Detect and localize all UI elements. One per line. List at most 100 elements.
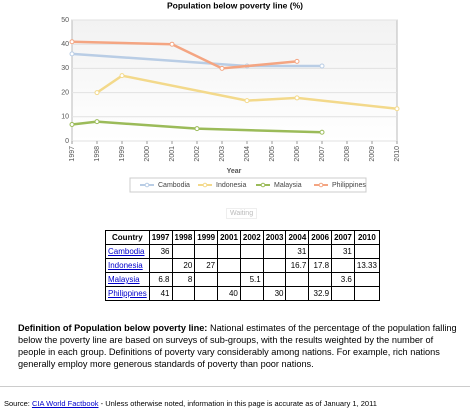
country-link[interactable]: Philippines bbox=[105, 286, 150, 301]
table-cell: 5.1 bbox=[239, 272, 264, 287]
empty-cell bbox=[171, 244, 196, 259]
empty-cell bbox=[194, 286, 219, 301]
point bbox=[294, 58, 300, 64]
table-cell: 41 bbox=[148, 286, 173, 301]
empty-cell bbox=[194, 244, 219, 259]
empty-cell bbox=[331, 286, 355, 301]
header-cell: 2003 bbox=[262, 230, 287, 245]
empty-cell bbox=[239, 244, 264, 259]
y-tick-label: 30 bbox=[61, 65, 69, 72]
legend bbox=[129, 177, 367, 193]
x-tick-label: 2004 bbox=[244, 146, 251, 162]
point bbox=[194, 126, 200, 132]
header-cell: 2002 bbox=[239, 230, 264, 245]
legend-label: Philippines bbox=[332, 182, 366, 189]
x-tick-label: 2001 bbox=[169, 146, 176, 162]
empty-cell bbox=[239, 286, 264, 301]
empty-cell bbox=[148, 258, 173, 273]
table-cell: 32.9 bbox=[308, 286, 333, 301]
source-link[interactable]: CIA World Factbook bbox=[31, 399, 99, 408]
x-tick-label: 2003 bbox=[219, 146, 226, 162]
empty-cell bbox=[353, 272, 380, 287]
table-cell: 13.33 bbox=[353, 258, 380, 273]
empty-cell bbox=[171, 286, 196, 301]
y-tick-label: 40 bbox=[61, 41, 69, 48]
empty-cell bbox=[262, 272, 287, 287]
x-tick-label: 2008 bbox=[344, 146, 351, 162]
point bbox=[69, 51, 75, 57]
point bbox=[319, 129, 325, 135]
point bbox=[219, 65, 225, 71]
definition: Definition of Population below poverty l… bbox=[18, 322, 458, 370]
country-link[interactable]: Malaysia bbox=[105, 272, 150, 287]
header-row: Country 1997 1998 1999 2001 2002 2003 2004 2006 2… bbox=[105, 230, 380, 245]
point bbox=[69, 122, 75, 128]
source-label: Source: bbox=[4, 399, 30, 408]
empty-cell bbox=[285, 286, 310, 301]
table-cell: 27 bbox=[194, 258, 219, 273]
y-tick-label: 10 bbox=[61, 114, 69, 121]
legend-marker bbox=[202, 182, 208, 188]
empty-cell bbox=[285, 272, 310, 287]
table-cell: 31 bbox=[331, 244, 355, 259]
header-cell: 2007 bbox=[331, 230, 355, 245]
header-cell: Country bbox=[105, 230, 150, 245]
legend-label: Indonesia bbox=[216, 182, 246, 189]
point bbox=[69, 39, 75, 45]
series-line bbox=[71, 40, 298, 70]
x-axis-title: Year bbox=[227, 168, 242, 175]
point bbox=[119, 73, 125, 79]
header-cell: 2006 bbox=[308, 230, 333, 245]
table-row: Philippines 41 40 30 32.9 bbox=[105, 286, 380, 301]
legend-marker bbox=[318, 182, 324, 188]
empty-cell bbox=[331, 258, 355, 273]
legend-label: Malaysia bbox=[274, 182, 302, 189]
empty-cell bbox=[217, 258, 241, 273]
x-tick-label: 2009 bbox=[369, 146, 376, 162]
empty-cell bbox=[353, 244, 380, 259]
empty-cell bbox=[262, 258, 287, 273]
header-cell: 1999 bbox=[194, 230, 219, 245]
table-cell: 17.8 bbox=[308, 258, 333, 273]
empty-cell bbox=[308, 244, 333, 259]
data-table: Country 1997 1998 1999 2001 2002 2003 2004 2006 2… bbox=[105, 230, 380, 301]
x-tick-label: 1997 bbox=[69, 146, 76, 162]
y-tick-label: 50 bbox=[61, 17, 69, 24]
empty-cell bbox=[217, 244, 241, 259]
table-cell: 6.8 bbox=[148, 272, 173, 287]
x-tick-label: 1999 bbox=[119, 146, 126, 162]
source: Source: CIA World Factbook - Unless othe… bbox=[4, 399, 377, 408]
x-tick-label: 2002 bbox=[194, 146, 201, 162]
empty-cell bbox=[239, 258, 264, 273]
table-row: Cambodia 36 31 31 bbox=[105, 244, 380, 259]
empty-cell bbox=[217, 272, 241, 287]
chart: Population below poverty line (%) Year 0… bbox=[61, 0, 401, 193]
point bbox=[94, 90, 100, 96]
table-cell: 30 bbox=[262, 286, 287, 301]
definition-text: National estimates of the percentage of … bbox=[18, 323, 457, 369]
x-tick-label: 1998 bbox=[94, 146, 101, 162]
chart-title: Population below poverty line (%) bbox=[167, 0, 303, 10]
empty-cell bbox=[308, 272, 333, 287]
y-tick-label: 20 bbox=[61, 89, 69, 96]
country-link[interactable]: Indonesia bbox=[105, 258, 150, 273]
header-cell: 1997 bbox=[148, 230, 173, 245]
table-cell: 16.7 bbox=[285, 258, 310, 273]
definition-heading: Definition of Population below poverty l… bbox=[18, 323, 208, 333]
legend-marker bbox=[260, 182, 266, 188]
point bbox=[294, 95, 300, 101]
series-line bbox=[71, 120, 323, 134]
country-link[interactable]: Cambodia bbox=[105, 244, 150, 259]
source-note: - Unless otherwise noted, information in… bbox=[100, 399, 377, 408]
table-row: Indonesia 20 27 16.7 17.8 13.33 bbox=[105, 258, 380, 273]
x-tick-label: 2007 bbox=[319, 146, 326, 162]
point bbox=[319, 63, 325, 69]
empty-cell bbox=[353, 286, 380, 301]
waiting-button[interactable]: Waiting bbox=[226, 208, 258, 219]
x-tick-label: 2000 bbox=[144, 146, 151, 162]
point bbox=[394, 106, 400, 112]
x-tick-label: 2010 bbox=[394, 146, 401, 162]
table-cell: 20 bbox=[171, 258, 196, 273]
legend-marker bbox=[144, 182, 150, 188]
